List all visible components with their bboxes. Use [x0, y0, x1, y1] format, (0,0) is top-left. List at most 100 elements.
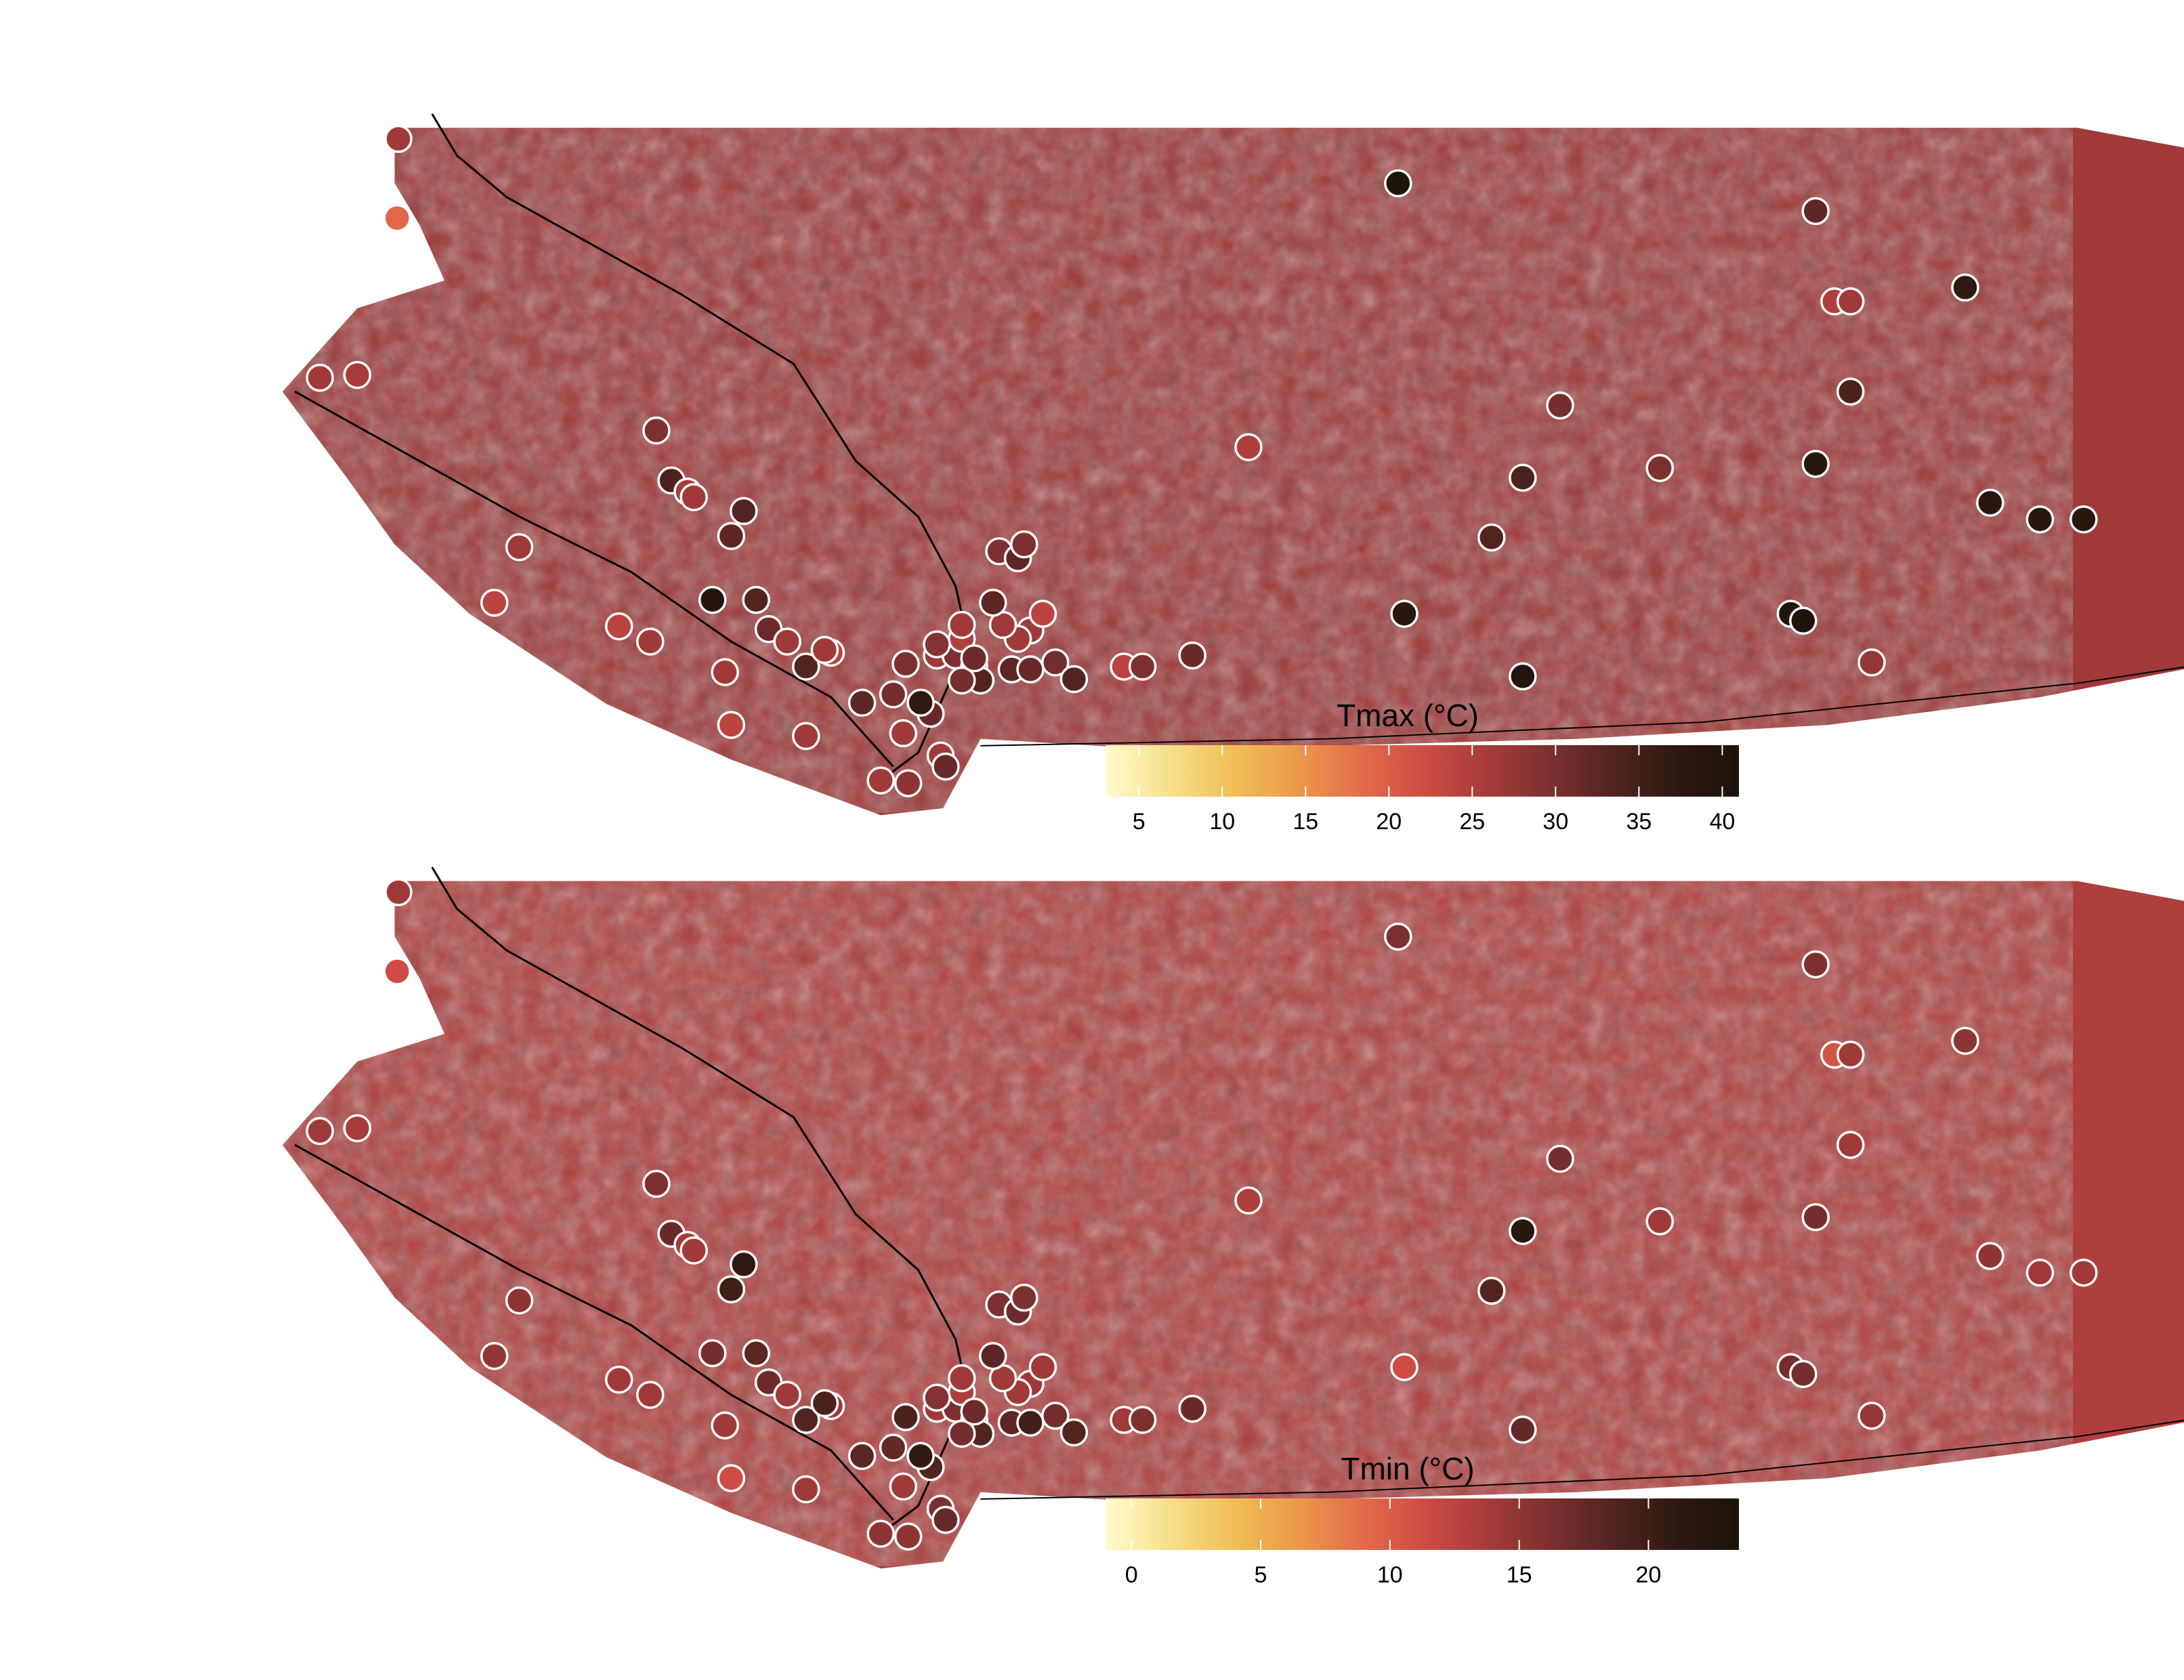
station-marker — [889, 1472, 918, 1501]
station-marker — [505, 532, 534, 562]
colorbar-tick-label: 25 — [1459, 809, 1485, 835]
station-marker — [960, 1397, 988, 1426]
station-marker — [773, 1381, 801, 1409]
station-marker — [810, 635, 839, 665]
tmin-legend-title: Tmin (°C) — [1341, 1451, 1474, 1486]
station-marker — [1041, 1402, 1070, 1430]
tmax-colorbar — [1106, 745, 1739, 797]
station-marker — [730, 1250, 758, 1279]
station-marker — [1836, 1131, 1865, 1159]
station-marker — [1951, 1026, 1979, 1055]
tmin-border-line — [980, 1419, 2184, 1500]
station-marker — [384, 125, 413, 153]
tmin-relief-texture — [282, 881, 2073, 1566]
tmax-map — [282, 113, 2184, 816]
tmax-stations — [306, 125, 2098, 797]
station-marker — [306, 363, 334, 392]
station-marker — [505, 1286, 534, 1315]
station-marker — [810, 1389, 839, 1418]
colorbar-tick-label: 30 — [1542, 809, 1568, 835]
station-marker — [742, 1339, 770, 1368]
station-marker — [1477, 523, 1506, 552]
station-marker — [1234, 433, 1263, 461]
station-marker — [931, 752, 960, 781]
station-marker — [1801, 950, 1830, 979]
station-marker — [642, 416, 671, 445]
station-marker — [889, 719, 918, 748]
station-marker — [343, 1114, 372, 1143]
tmax-panel: Tmax (°C) 5 10 15 20 25 30 35 40 — [282, 113, 2184, 835]
station-marker — [480, 1341, 509, 1370]
tmax-colorbar-ticks: 5 10 15 20 25 30 35 40 — [1133, 745, 1735, 835]
station-marker — [1390, 600, 1419, 628]
station-marker — [1477, 1276, 1506, 1305]
station-marker — [1976, 488, 2004, 517]
station-marker — [1801, 449, 1830, 478]
tmin-stations — [306, 878, 2098, 1551]
station-marker — [948, 666, 976, 695]
station-marker — [717, 1464, 746, 1492]
tmin-colorbar-ticks: 0 5 10 15 20 — [1125, 1498, 1662, 1588]
station-marker — [792, 1406, 820, 1434]
tmax-border-line — [980, 666, 2184, 747]
tmin-colorbar — [1106, 1498, 1739, 1550]
station-marker — [1509, 1217, 1537, 1245]
station-marker — [960, 644, 988, 673]
station-marker — [2070, 1258, 2098, 1287]
colorbar-tick-label: 20 — [1636, 1562, 1662, 1588]
station-marker — [343, 360, 372, 390]
station-marker — [1128, 1406, 1157, 1434]
station-marker — [383, 957, 412, 986]
station-marker — [792, 1475, 820, 1504]
station-marker — [1028, 600, 1057, 628]
colorbar-tick-label: 10 — [1209, 809, 1235, 835]
station-marker — [698, 585, 727, 614]
station-marker — [384, 878, 413, 906]
colorbar-tick-label: 15 — [1293, 809, 1318, 835]
station-marker — [891, 650, 920, 678]
tmin-panel: Tmin (°C) 0 5 10 15 20 — [282, 866, 2184, 1588]
tmax-legend: Tmax (°C) 5 10 15 20 25 30 35 40 — [1106, 698, 1739, 835]
station-marker — [717, 522, 746, 551]
station-marker — [923, 1383, 951, 1412]
station-marker — [906, 688, 935, 717]
station-marker — [1509, 463, 1537, 492]
station-marker — [1059, 665, 1089, 694]
station-marker — [948, 1419, 976, 1448]
station-marker — [711, 1411, 739, 1440]
station-marker — [792, 721, 820, 751]
station-marker — [2025, 505, 2055, 534]
station-marker — [717, 711, 746, 739]
station-marker — [847, 1442, 877, 1471]
station-marker — [1390, 1353, 1419, 1381]
station-marker — [773, 627, 801, 656]
station-marker — [2025, 1258, 2055, 1287]
station-marker — [1857, 1402, 1886, 1430]
station-marker — [1384, 922, 1412, 951]
station-marker — [879, 1433, 908, 1462]
station-marker — [948, 1364, 976, 1393]
station-marker — [1951, 273, 1979, 302]
station-marker — [1010, 1283, 1038, 1312]
station-marker — [891, 1403, 920, 1431]
tmin-legend: Tmin (°C) 0 5 10 15 20 — [1106, 1451, 1739, 1588]
station-marker — [866, 1519, 895, 1548]
station-marker — [1509, 1415, 1537, 1444]
station-marker — [1010, 530, 1038, 559]
station-marker — [979, 1341, 1007, 1370]
station-marker — [1059, 1418, 1089, 1447]
station-marker — [866, 766, 895, 795]
station-marker — [1128, 652, 1157, 681]
station-marker — [931, 1505, 960, 1534]
colorbar-tick-label: 5 — [1133, 809, 1146, 835]
colorbar-tick-label: 40 — [1709, 809, 1735, 835]
tmax-relief-texture — [282, 127, 2073, 813]
station-marker — [1645, 1207, 1674, 1236]
station-marker — [906, 1442, 935, 1471]
station-marker — [1234, 1186, 1263, 1215]
station-marker — [2070, 505, 2098, 534]
station-marker — [1789, 606, 1818, 635]
station-marker — [605, 612, 633, 641]
colorbar-tick-label: 10 — [1377, 1562, 1403, 1588]
